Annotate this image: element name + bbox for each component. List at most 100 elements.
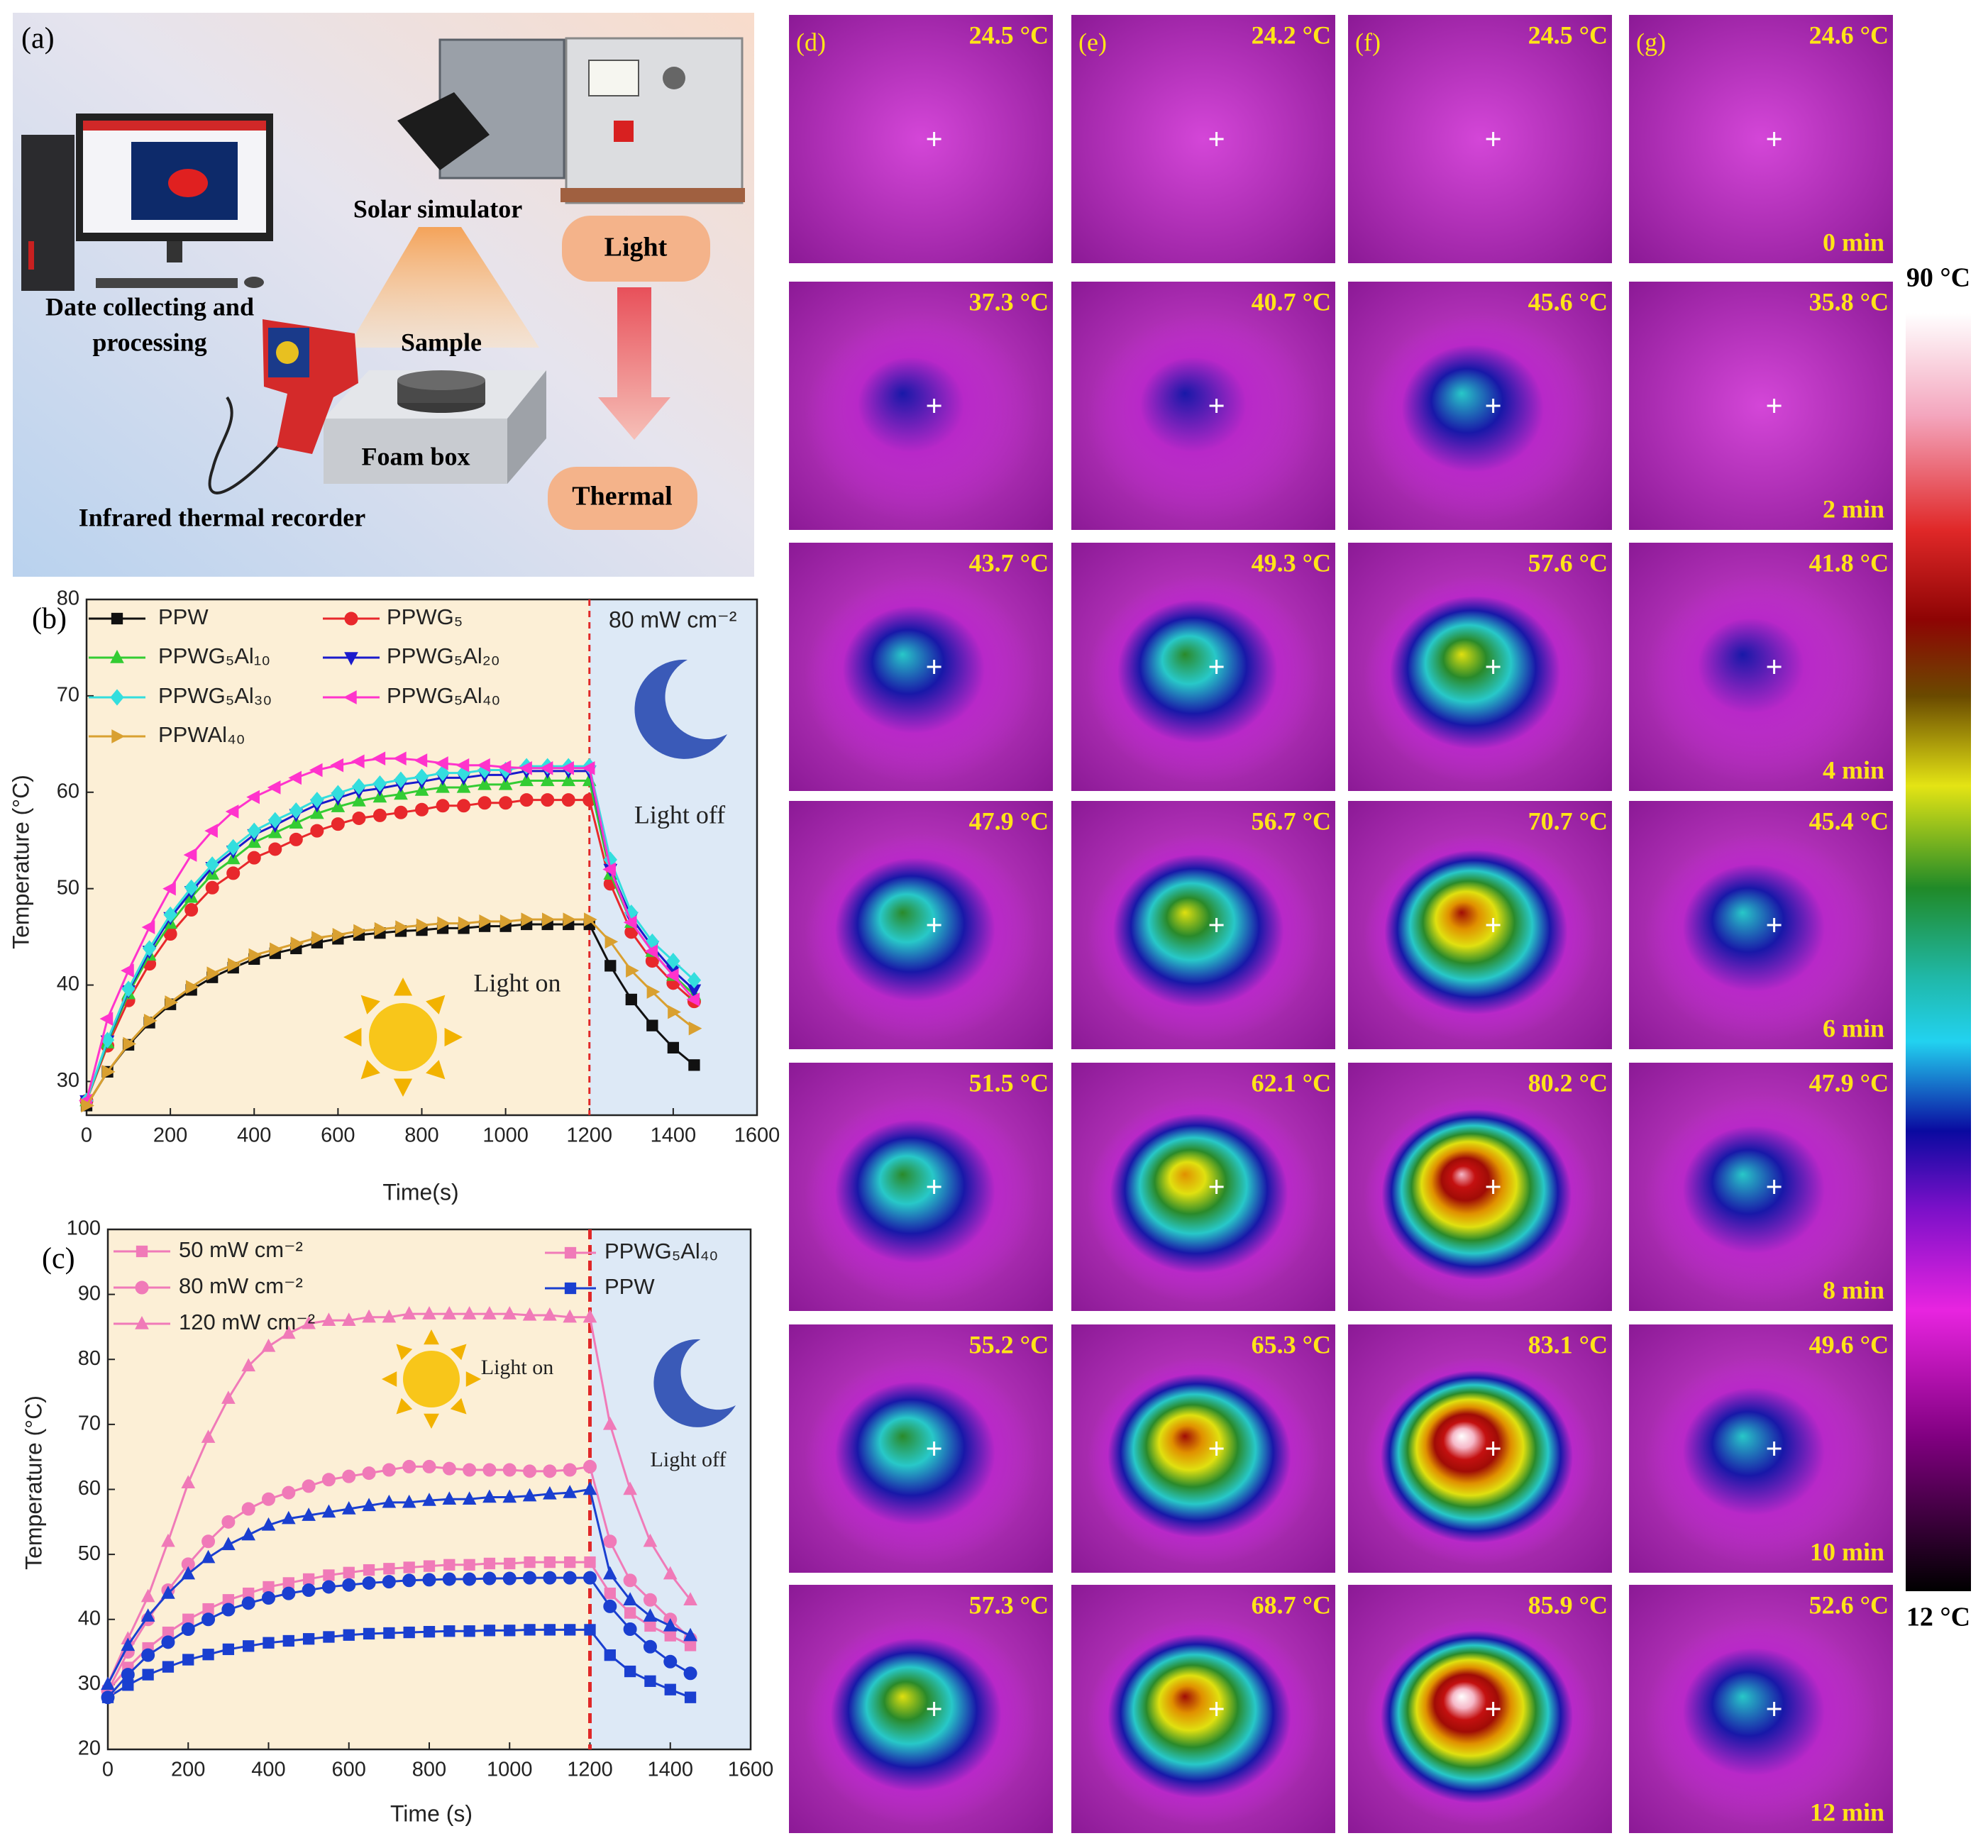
marker xyxy=(436,780,450,793)
legend-label: PPWG₅Al₄₀ xyxy=(387,683,500,708)
marker xyxy=(543,1571,557,1585)
marker xyxy=(310,792,324,809)
marker xyxy=(415,802,429,817)
temperature-label: 49.6 °C xyxy=(1809,1330,1889,1359)
temperature-label: 43.7 °C xyxy=(969,548,1049,577)
temperature-label: 83.1 °C xyxy=(1528,1330,1608,1359)
marker xyxy=(225,804,239,819)
marker xyxy=(362,1498,376,1512)
marker xyxy=(268,842,282,856)
marker xyxy=(455,758,470,773)
marker xyxy=(289,802,303,819)
marker xyxy=(539,760,553,775)
marker xyxy=(498,776,513,790)
marker xyxy=(165,995,179,1009)
marker xyxy=(414,753,428,768)
mouse xyxy=(244,277,264,288)
marker xyxy=(205,856,219,873)
temperature-label: 57.6 °C xyxy=(1528,548,1608,577)
marker xyxy=(181,1622,195,1636)
marker xyxy=(241,1358,256,1372)
temperature-label: 52.6 °C xyxy=(1809,1590,1889,1619)
marker xyxy=(483,1557,496,1570)
marker xyxy=(443,1625,455,1637)
x-tick-label: 1400 xyxy=(651,1124,697,1147)
legend-label: PPW xyxy=(158,604,209,629)
diagram-label: Solar simulator xyxy=(353,194,522,223)
marker xyxy=(436,799,450,813)
x-tick-label: 600 xyxy=(321,1124,355,1147)
marker xyxy=(267,780,281,795)
sun-ray xyxy=(426,995,446,1014)
marker xyxy=(241,1527,256,1541)
marker xyxy=(603,1534,617,1549)
thermal-image xyxy=(1071,15,1335,263)
marker xyxy=(394,786,408,800)
marker xyxy=(241,1596,255,1610)
marker xyxy=(602,862,616,877)
marker xyxy=(524,1556,536,1568)
marker xyxy=(363,1564,375,1576)
crosshair xyxy=(1209,1702,1224,1716)
marker xyxy=(521,912,535,926)
legend-label: 120 mW cm⁻² xyxy=(179,1310,315,1334)
temperature-label: 47.9 °C xyxy=(969,807,1049,835)
marker xyxy=(519,793,534,807)
x-tick-label: 1200 xyxy=(567,1759,613,1781)
time-label: 12 min xyxy=(1810,1798,1884,1826)
marker xyxy=(161,1635,175,1649)
hot-region xyxy=(805,314,1037,523)
marker xyxy=(302,1633,315,1645)
marker xyxy=(121,980,136,997)
marker xyxy=(563,1571,577,1585)
marker xyxy=(422,1306,436,1319)
marker xyxy=(289,832,303,846)
x-tick-label: 1200 xyxy=(566,1124,612,1147)
marker xyxy=(162,1661,175,1673)
light-box xyxy=(562,216,710,282)
marker xyxy=(422,1493,436,1506)
marker xyxy=(161,1586,175,1599)
thermal-image xyxy=(789,15,1053,263)
legend-label: PPWAl₄₀ xyxy=(158,722,245,747)
x-tick-label: 1400 xyxy=(647,1759,693,1781)
annotation: Light off xyxy=(634,800,725,829)
crosshair xyxy=(927,132,941,146)
marker xyxy=(623,915,637,930)
marker xyxy=(463,1559,475,1571)
temperature-label: 24.6 °C xyxy=(1809,21,1889,49)
diagram-label: processing xyxy=(92,328,206,356)
sun-ray xyxy=(360,995,380,1014)
marker xyxy=(463,1625,475,1637)
hot-region xyxy=(1087,833,1320,1042)
marker xyxy=(221,1390,236,1404)
marker xyxy=(522,1307,537,1321)
temperature-label: 35.8 °C xyxy=(1809,287,1889,316)
crosshair xyxy=(1486,1180,1501,1194)
temperature-label: 56.7 °C xyxy=(1252,807,1331,835)
crosshair xyxy=(1486,1442,1501,1456)
marker xyxy=(625,993,637,1006)
marker xyxy=(563,1463,577,1477)
marker xyxy=(684,1691,697,1703)
power-base xyxy=(560,188,745,202)
marker xyxy=(644,944,658,958)
crosshair xyxy=(1486,660,1501,674)
marker xyxy=(261,1338,276,1352)
marker xyxy=(402,1306,416,1319)
marker xyxy=(523,1464,537,1478)
y-tick-label: 50 xyxy=(78,1542,101,1565)
y-tick-label: 30 xyxy=(57,1069,79,1092)
time-label: 2 min xyxy=(1823,494,1884,523)
panel-label: (b) xyxy=(32,603,67,636)
temperature-label: 65.3 °C xyxy=(1252,1330,1331,1359)
marker xyxy=(142,1669,154,1681)
legend-label: PPWG₅Al₃₀ xyxy=(158,683,272,708)
marker xyxy=(687,972,702,989)
marker xyxy=(664,1630,676,1642)
marker xyxy=(422,1459,436,1473)
hot-region xyxy=(1087,1617,1320,1826)
marker xyxy=(442,1306,457,1319)
sun-ray xyxy=(396,1398,413,1415)
legend-label: PPWG₅Al₄₀ xyxy=(604,1239,718,1263)
